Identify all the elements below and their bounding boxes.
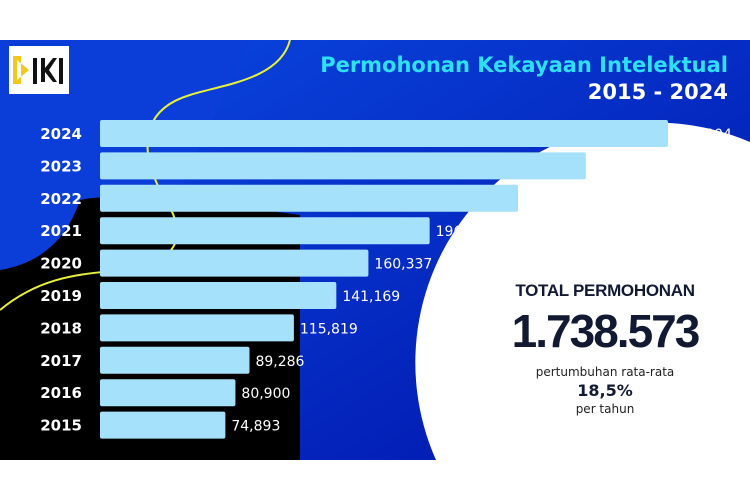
bar-2016 bbox=[100, 379, 236, 407]
chart-title: Permohonan Kekayaan Intelektual 2015 - 2… bbox=[320, 52, 728, 106]
value-label: 115,819 bbox=[300, 321, 358, 337]
category-label: 2021 bbox=[40, 222, 82, 240]
value-label: 196,925 bbox=[436, 224, 494, 240]
growth-value: 18,5% bbox=[577, 381, 633, 400]
category-label: 2016 bbox=[40, 384, 82, 402]
value-label: 89,286 bbox=[255, 354, 304, 370]
title-line: Permohonan Kekayaan Intelektual bbox=[320, 53, 728, 77]
value-label: 141,169 bbox=[342, 289, 400, 305]
logo-icon bbox=[13, 56, 63, 84]
djki-logo bbox=[9, 46, 69, 94]
category-label: 2017 bbox=[40, 352, 82, 370]
summary-panel: TOTAL PERMOHONAN 1.738.573 pertumbuhan r… bbox=[490, 280, 720, 417]
category-label: 2022 bbox=[40, 190, 82, 208]
bar-group: 2024 339,304 2023 290,239 2022 249,701 2021 196… bbox=[40, 120, 732, 439]
value-label: 160,337 bbox=[374, 257, 432, 273]
category-label: 2015 bbox=[40, 417, 82, 435]
category-label: 2019 bbox=[40, 287, 82, 305]
category-label: 2023 bbox=[40, 157, 82, 175]
bar-2017 bbox=[100, 346, 250, 374]
value-label: 290,239 bbox=[592, 159, 650, 175]
bar-2024 bbox=[100, 120, 668, 147]
total-value: 1.738.573 bbox=[511, 305, 701, 357]
bar-2018 bbox=[100, 314, 294, 342]
value-label: 339,304 bbox=[674, 127, 732, 143]
category-label: 2024 bbox=[40, 125, 82, 143]
category-label: 2018 bbox=[40, 319, 82, 337]
growth-unit: per tahun bbox=[575, 402, 635, 416]
infographic: 2024 339,304 2023 290,239 2022 249,701 2021 196… bbox=[0, 40, 750, 460]
chart-background: 2024 339,304 2023 290,239 2022 249,701 2021 196… bbox=[0, 40, 750, 460]
subtitle-line: 2015 - 2024 bbox=[587, 80, 728, 104]
growth-label: pertumbuhan rata-rata bbox=[535, 365, 675, 379]
bar-2019 bbox=[100, 282, 337, 309]
value-label: 80,900 bbox=[241, 386, 290, 402]
bar-2023 bbox=[100, 152, 586, 180]
bar-2015 bbox=[100, 411, 226, 439]
total-label: TOTAL PERMOHONAN bbox=[515, 281, 695, 300]
value-label: 74,893 bbox=[231, 419, 280, 435]
category-label: 2020 bbox=[40, 255, 82, 273]
bar-2021 bbox=[100, 217, 430, 245]
bar-2022 bbox=[100, 184, 519, 212]
value-label: 249,701 bbox=[524, 192, 582, 208]
bar-2020 bbox=[100, 249, 369, 277]
